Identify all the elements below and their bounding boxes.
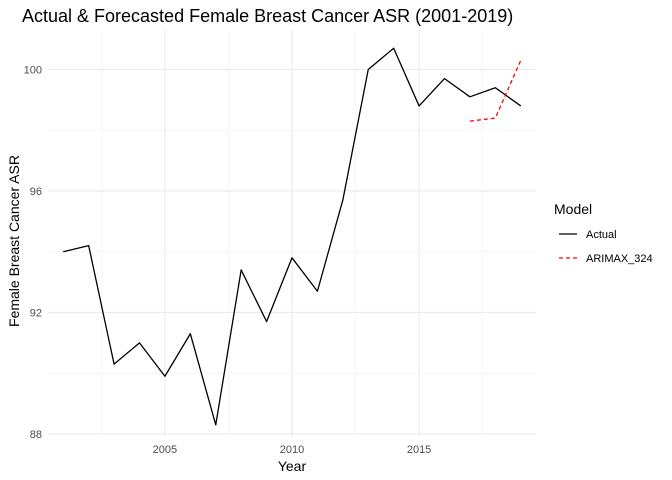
y-tick-label: 88 — [30, 429, 42, 441]
legend-title: Model — [554, 201, 592, 217]
x-tick-label: 2005 — [153, 444, 177, 456]
legend-label-actual: Actual — [586, 229, 617, 241]
legend-item-arimax: ARIMAX_324 — [559, 253, 653, 265]
x-tick-label: 2015 — [407, 444, 431, 456]
series-line-arimax-324 — [469, 60, 522, 122]
y-axis-title: Female Breast Cancer ASR — [6, 155, 22, 327]
x-axis-title: Year — [278, 458, 307, 474]
major-gridlines — [48, 30, 536, 437]
legend: Model Actual ARIMAX_324 — [554, 201, 653, 265]
y-axis-ticks: 88 92 96 100 — [24, 64, 42, 440]
x-axis-ticks: 2005 2010 2015 — [153, 444, 432, 456]
series-line-actual — [63, 47, 522, 426]
legend-item-actual: Actual — [559, 229, 617, 241]
series-layer — [63, 47, 522, 426]
y-tick-label: 96 — [30, 186, 42, 198]
y-tick-label: 100 — [24, 64, 42, 76]
legend-label-arimax: ARIMAX_324 — [586, 253, 653, 265]
chart-title: Actual & Forecasted Female Breast Cancer… — [22, 6, 513, 26]
y-tick-label: 92 — [30, 307, 42, 319]
x-tick-label: 2010 — [280, 444, 304, 456]
